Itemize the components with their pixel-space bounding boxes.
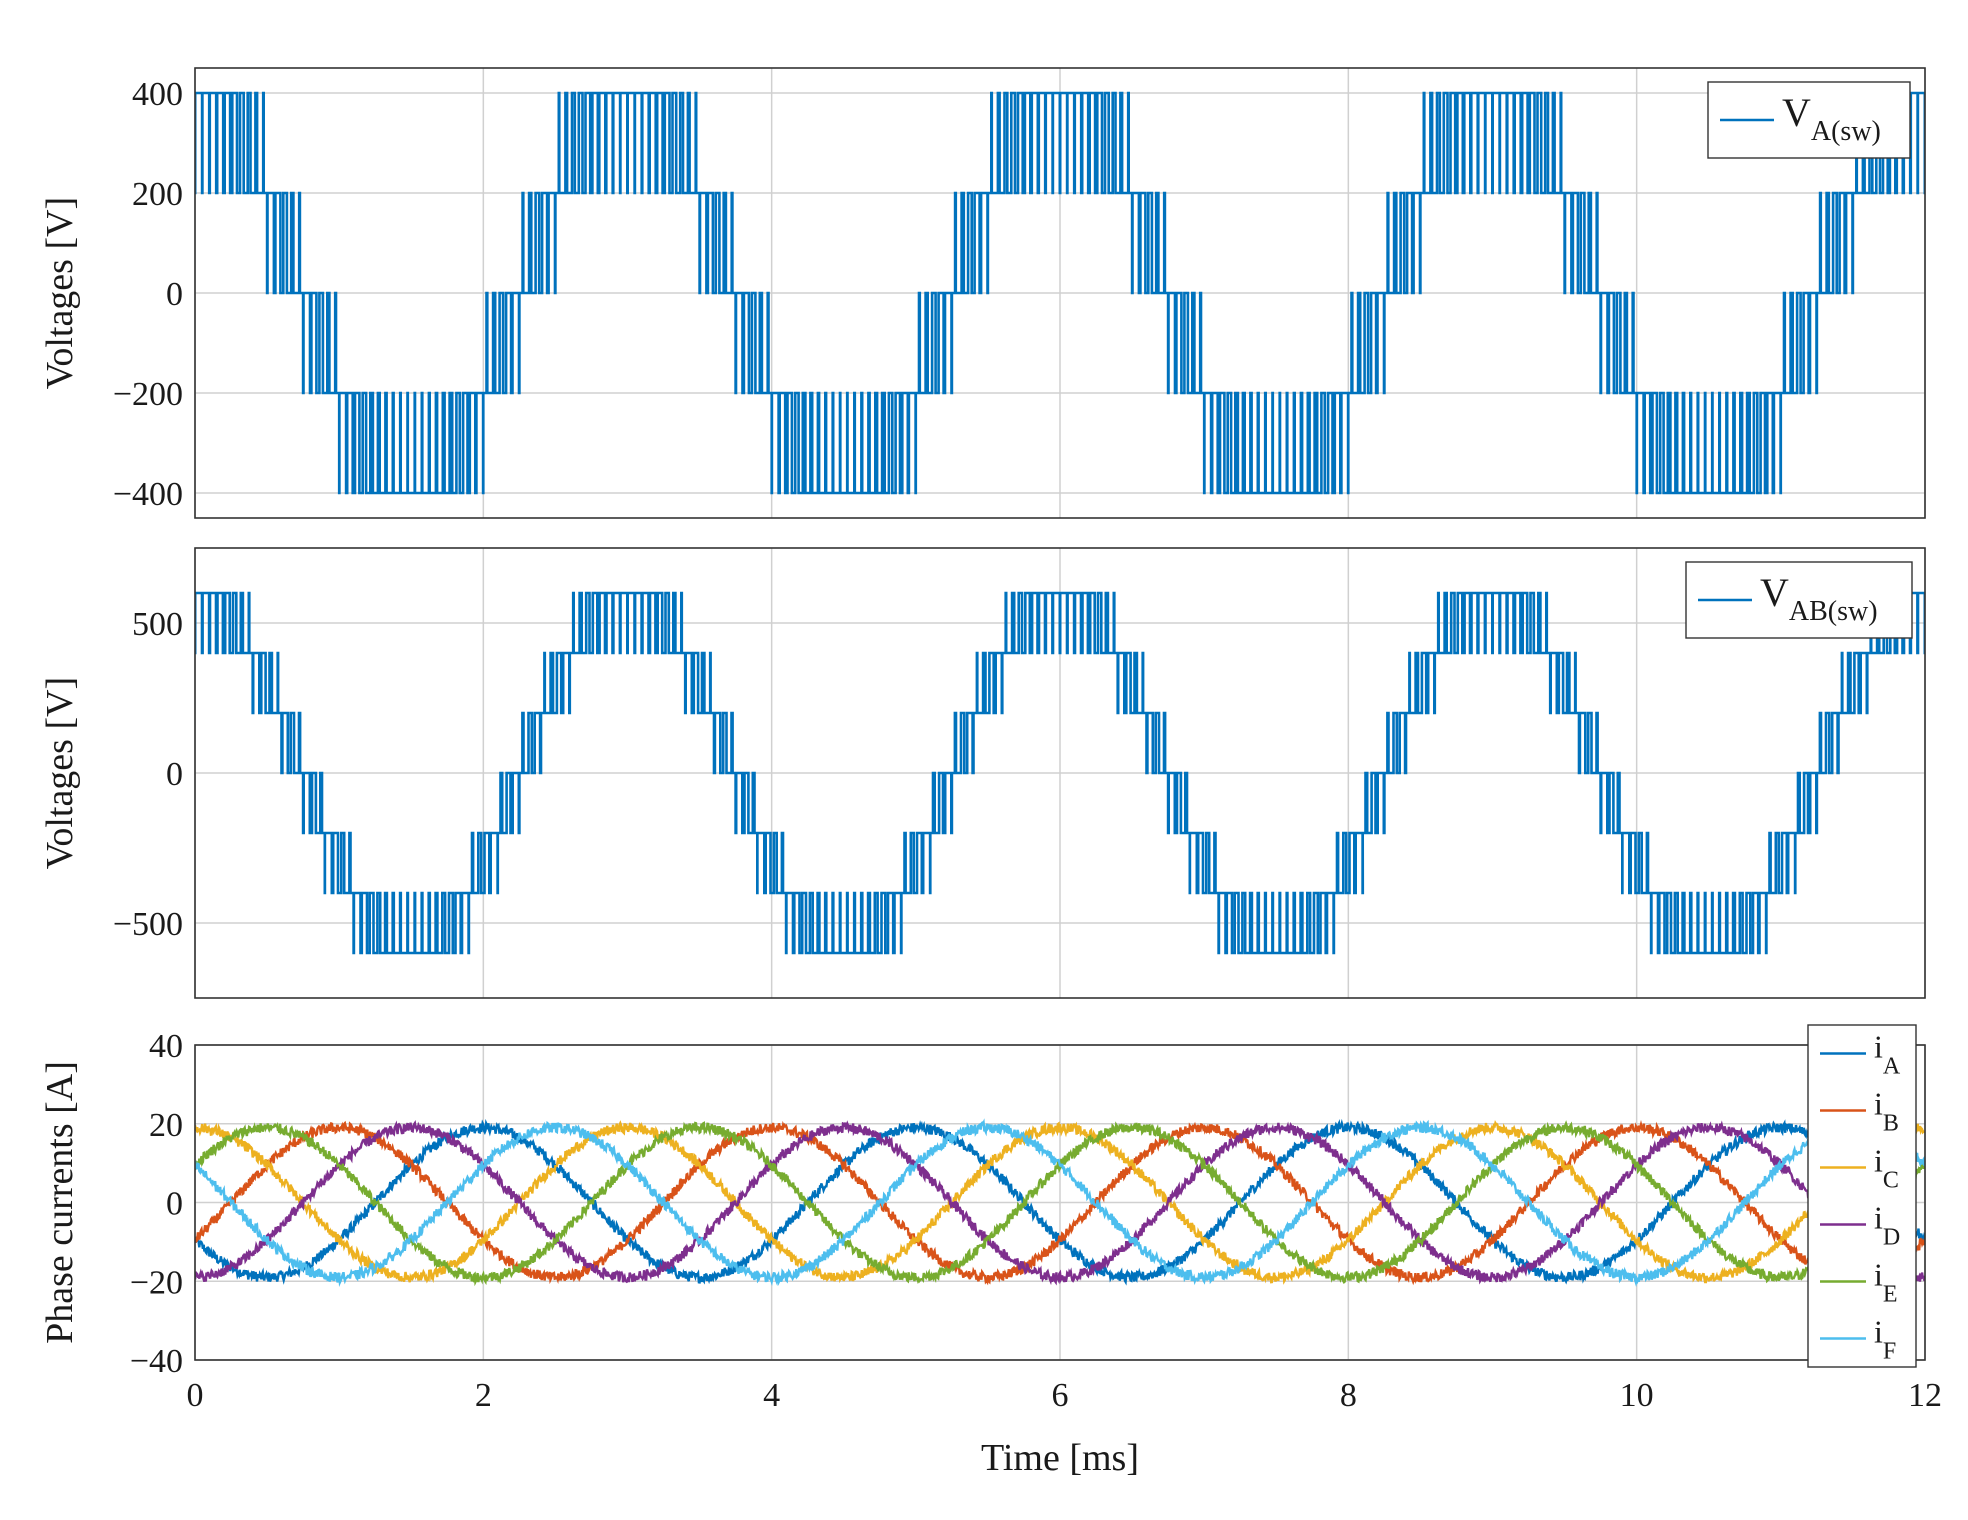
x-axis-label: Time [ms]	[981, 1437, 1139, 1479]
y-tick-label: −20	[130, 1264, 183, 1301]
y-tick-label: −400	[113, 476, 183, 513]
y-tick-label: 400	[132, 76, 183, 113]
y-axis-label: Voltages [V]	[39, 677, 81, 869]
y-tick-label: 40	[149, 1028, 183, 1065]
y-axis-label: Phase currents [A]	[39, 1061, 81, 1344]
legend: VA(sw)	[1707, 81, 1911, 159]
y-tick-label: −200	[113, 376, 183, 413]
axes-frame	[194, 67, 1926, 519]
y-tick-label: 0	[166, 1186, 183, 1223]
y-tick-label: 0	[166, 276, 183, 313]
x-tick-label: 8	[1340, 1377, 1357, 1414]
x-tick-label: 6	[1052, 1377, 1069, 1414]
x-tick-label: 0	[187, 1377, 204, 1414]
legend-entry: iA	[1874, 1029, 1901, 1080]
axes-frame	[194, 547, 1926, 999]
legend-entry: iE	[1874, 1257, 1898, 1308]
series-line-if	[195, 1118, 1925, 1288]
legend-entry: VA(sw)	[1782, 90, 1881, 147]
legend: VAB(sw)	[1685, 561, 1913, 639]
y-tick-label: 500	[132, 606, 183, 643]
y-tick-label: 200	[132, 176, 183, 213]
legend-entry: iB	[1874, 1086, 1899, 1137]
x-tick-label: 12	[1908, 1377, 1942, 1414]
legend: iA iB iC iD iE iF	[1807, 1024, 1917, 1368]
y-tick-label: −500	[113, 906, 183, 943]
x-tick-label: 4	[763, 1377, 780, 1414]
series-line-ic	[195, 1120, 1925, 1285]
x-tick-label: 10	[1620, 1377, 1654, 1414]
series-line-vasw	[195, 91, 1925, 495]
y-axis-label: Voltages [V]	[39, 197, 81, 389]
y-tick-label: −40	[130, 1343, 183, 1380]
legend-entry: VAB(sw)	[1760, 570, 1878, 627]
axes-frame	[194, 1044, 1926, 1361]
chart-panel-2: −500 0 500 Voltages [V] VAB(sw)	[39, 547, 1926, 999]
x-tick-label: 2	[475, 1377, 492, 1414]
legend-entry: iD	[1874, 1200, 1900, 1251]
legend-entry: iF	[1874, 1314, 1896, 1365]
legend-box	[1807, 1024, 1917, 1368]
y-tick-label: 0	[166, 756, 183, 793]
y-tick-label: 20	[149, 1107, 183, 1144]
legend-entry: iC	[1874, 1143, 1899, 1194]
chart-panel-3: −40 −20 0 20 40 0 2 4 6 8 10 12 Phase currents [A] Ti…	[39, 1024, 1942, 1479]
series-line-ie	[195, 1120, 1925, 1287]
chart-panel-1: −400 −200 0 200 400 Voltages [V] VA(sw)	[39, 67, 1926, 519]
series-line-vabsw	[195, 591, 1925, 955]
